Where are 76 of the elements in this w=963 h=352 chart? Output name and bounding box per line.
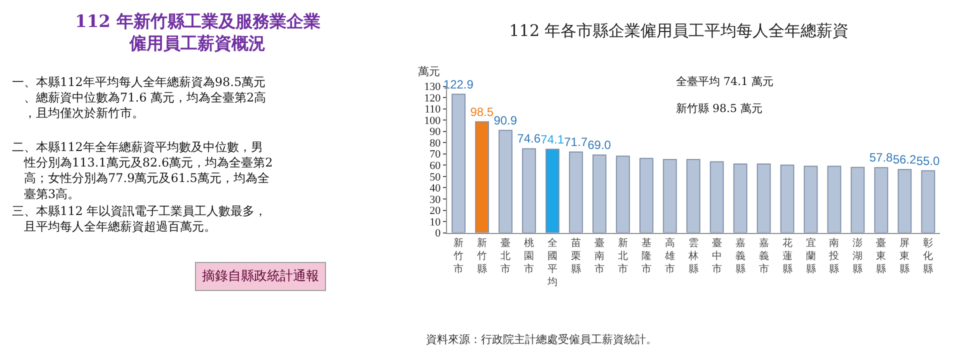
bar — [827, 166, 842, 233]
bar — [616, 156, 630, 233]
data-label: 55.0 — [916, 154, 940, 168]
source-note: 資料來源：行政院主計總處受僱員工薪資統計。 — [426, 333, 657, 346]
y-tick-label: 110 — [424, 104, 442, 116]
bar — [592, 154, 606, 233]
bar — [710, 161, 724, 233]
bar — [921, 170, 936, 233]
x-tick-label: 桃園市 — [524, 236, 534, 275]
bar — [756, 164, 771, 233]
x-tick-label: 花蓮縣 — [782, 236, 792, 275]
text: 三、本縣112 年以資訊電子工業員工人數最多，且平均每人全年總薪資超過百萬元。 — [12, 204, 267, 234]
data-label: 57.8 — [869, 150, 894, 165]
x-tick-label: 雲林縣 — [687, 238, 698, 275]
data-label: 74.1 — [540, 132, 564, 146]
text: 112 年新竹縣工業及服務業企業僱用員工薪資概況 — [75, 12, 320, 54]
x-tick-label: 臺南市 — [594, 236, 604, 275]
bar — [498, 130, 512, 233]
bar — [780, 164, 794, 233]
bar — [850, 166, 865, 233]
y-tick-label: 90 — [430, 126, 442, 138]
y-tick-label: 60 — [430, 160, 442, 172]
y-axis-title: 萬元 — [418, 65, 440, 78]
y-tick-label: 70 — [430, 148, 442, 161]
y-tick-label: 0 — [435, 228, 442, 240]
bar — [452, 94, 466, 233]
y-tick-label: 80 — [430, 137, 442, 150]
bar — [662, 159, 677, 233]
data-label: 74.6 — [517, 132, 541, 146]
x-tick-label: 臺北市 — [500, 236, 511, 275]
x-tick-label: 全國平均 — [546, 236, 558, 288]
data-label: 90.9 — [494, 113, 518, 128]
text: 二、本縣112年全年總薪資平均數及中位數，男性分別為113.1萬元及82.6萬元，均為全臺第2高；女性分別為77.9萬元及61.5萬元，均為全臺第3高。 — [12, 140, 273, 201]
bar — [733, 164, 748, 233]
bar — [546, 148, 560, 233]
chart-title: 112 年各市縣企業僱用員工平均每人全年總薪資 — [509, 20, 849, 40]
x-tick-label: 臺東縣 — [876, 236, 886, 275]
bar — [686, 159, 700, 233]
text: 一、本縣112年平均每人全年總薪資為98.5萬元、總薪資中位數為71.6 萬元，均為全臺第2高，且均僅次於新竹市。 — [12, 75, 266, 120]
x-tick-label: 苗栗縣 — [570, 236, 581, 275]
x-tick-label: 新竹市 — [454, 236, 464, 275]
bar — [898, 168, 912, 233]
x-tick-label: 新竹縣 — [477, 236, 488, 275]
annotation: 新竹縣 98.5 萬元 — [676, 102, 762, 115]
data-label: 71.7 — [564, 134, 588, 149]
x-tick-label: 屏東縣 — [900, 238, 910, 275]
data-label: 98.5 — [470, 104, 494, 119]
y-tick-label: 10 — [430, 216, 442, 228]
x-tick-label: 彰化縣 — [923, 236, 934, 275]
x-tick-label: 高雄市 — [664, 236, 675, 275]
data-label: 56.2 — [892, 152, 917, 166]
x-tick-label: 嘉義市 — [758, 236, 769, 275]
y-tick-label: 30 — [430, 194, 442, 206]
bar — [639, 158, 654, 233]
y-tick-label: 100 — [424, 114, 442, 127]
y-tick-label: 130 — [424, 81, 442, 94]
bar — [475, 121, 489, 233]
bar — [874, 167, 888, 233]
x-tick-label: 新北市 — [618, 236, 628, 275]
y-tick-label: 120 — [424, 92, 442, 104]
y-tick-label: 40 — [430, 182, 442, 195]
annotation: 全臺平均 74.1 萬元 — [676, 75, 774, 88]
text: 摘錄自縣政統計通報 — [202, 269, 319, 284]
bar — [522, 148, 536, 233]
bar — [569, 151, 583, 233]
data-label: 122.9 — [443, 77, 474, 92]
bar — [804, 166, 818, 233]
data-label: 69.0 — [588, 138, 612, 152]
y-tick-label: 20 — [430, 205, 442, 218]
x-tick-label: 臺中市 — [712, 236, 722, 275]
y-tick-label: 50 — [430, 171, 442, 184]
x-tick-label: 宜蘭縣 — [806, 236, 816, 275]
x-tick-label: 嘉義縣 — [735, 236, 746, 275]
x-tick-label: 基隆市 — [641, 236, 652, 275]
x-tick-label: 澎湖縣 — [852, 236, 863, 275]
x-tick-label: 南投縣 — [828, 236, 840, 275]
